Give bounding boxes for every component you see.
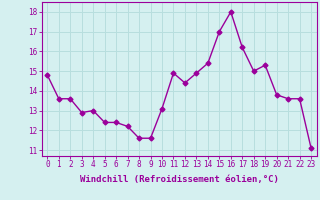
X-axis label: Windchill (Refroidissement éolien,°C): Windchill (Refroidissement éolien,°C)	[80, 175, 279, 184]
